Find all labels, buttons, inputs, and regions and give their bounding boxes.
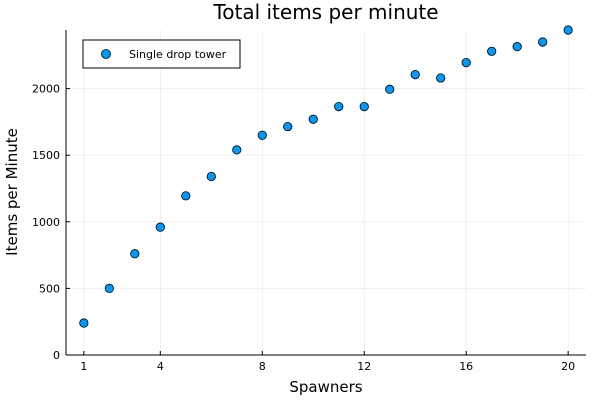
data-point [461,58,471,68]
grid-lines [66,30,586,356]
x-tick-label: 12 [357,360,371,373]
data-point [257,130,267,140]
data-point [79,318,89,328]
data-point [283,121,293,132]
y-tick-label: 0 [53,349,60,362]
legend: Single drop tower [82,39,241,69]
data-point [104,283,114,294]
data-point [334,101,344,112]
x-tick-label: 1 [80,360,87,373]
y-tick-label: 1500 [32,149,60,162]
data-point [563,25,573,35]
data-point [436,73,446,83]
data-points [79,25,573,328]
y-tick-label: 1000 [32,216,60,229]
data-point [232,145,242,155]
data-point [181,191,191,201]
data-point [206,171,216,182]
data-point [385,84,395,94]
y-tick-label: 2000 [32,83,60,96]
x-axis-label: Spawners [289,378,362,396]
legend-marker [101,49,111,59]
y-tick-label: 500 [39,282,60,295]
x-axis-ticks: 1 4 8 12 16 20 [80,351,575,373]
data-point [538,37,548,47]
y-axis-ticks: 0 500 1000 1500 2000 [32,83,70,362]
legend-label: Single drop tower [129,48,227,61]
data-point [130,249,140,259]
data-point [410,70,420,80]
x-tick-label: 4 [157,360,164,373]
data-point [512,42,522,52]
plot-frame [65,30,586,356]
data-point [359,101,369,112]
x-tick-label: 8 [259,360,266,373]
data-point [308,114,318,124]
y-axis-label: Items per Minute [3,128,21,256]
x-tick-label: 16 [459,360,473,373]
chart-title: Total items per minute [212,0,438,24]
x-tick-label: 20 [561,360,575,373]
data-point [487,46,497,56]
data-point [155,222,165,232]
